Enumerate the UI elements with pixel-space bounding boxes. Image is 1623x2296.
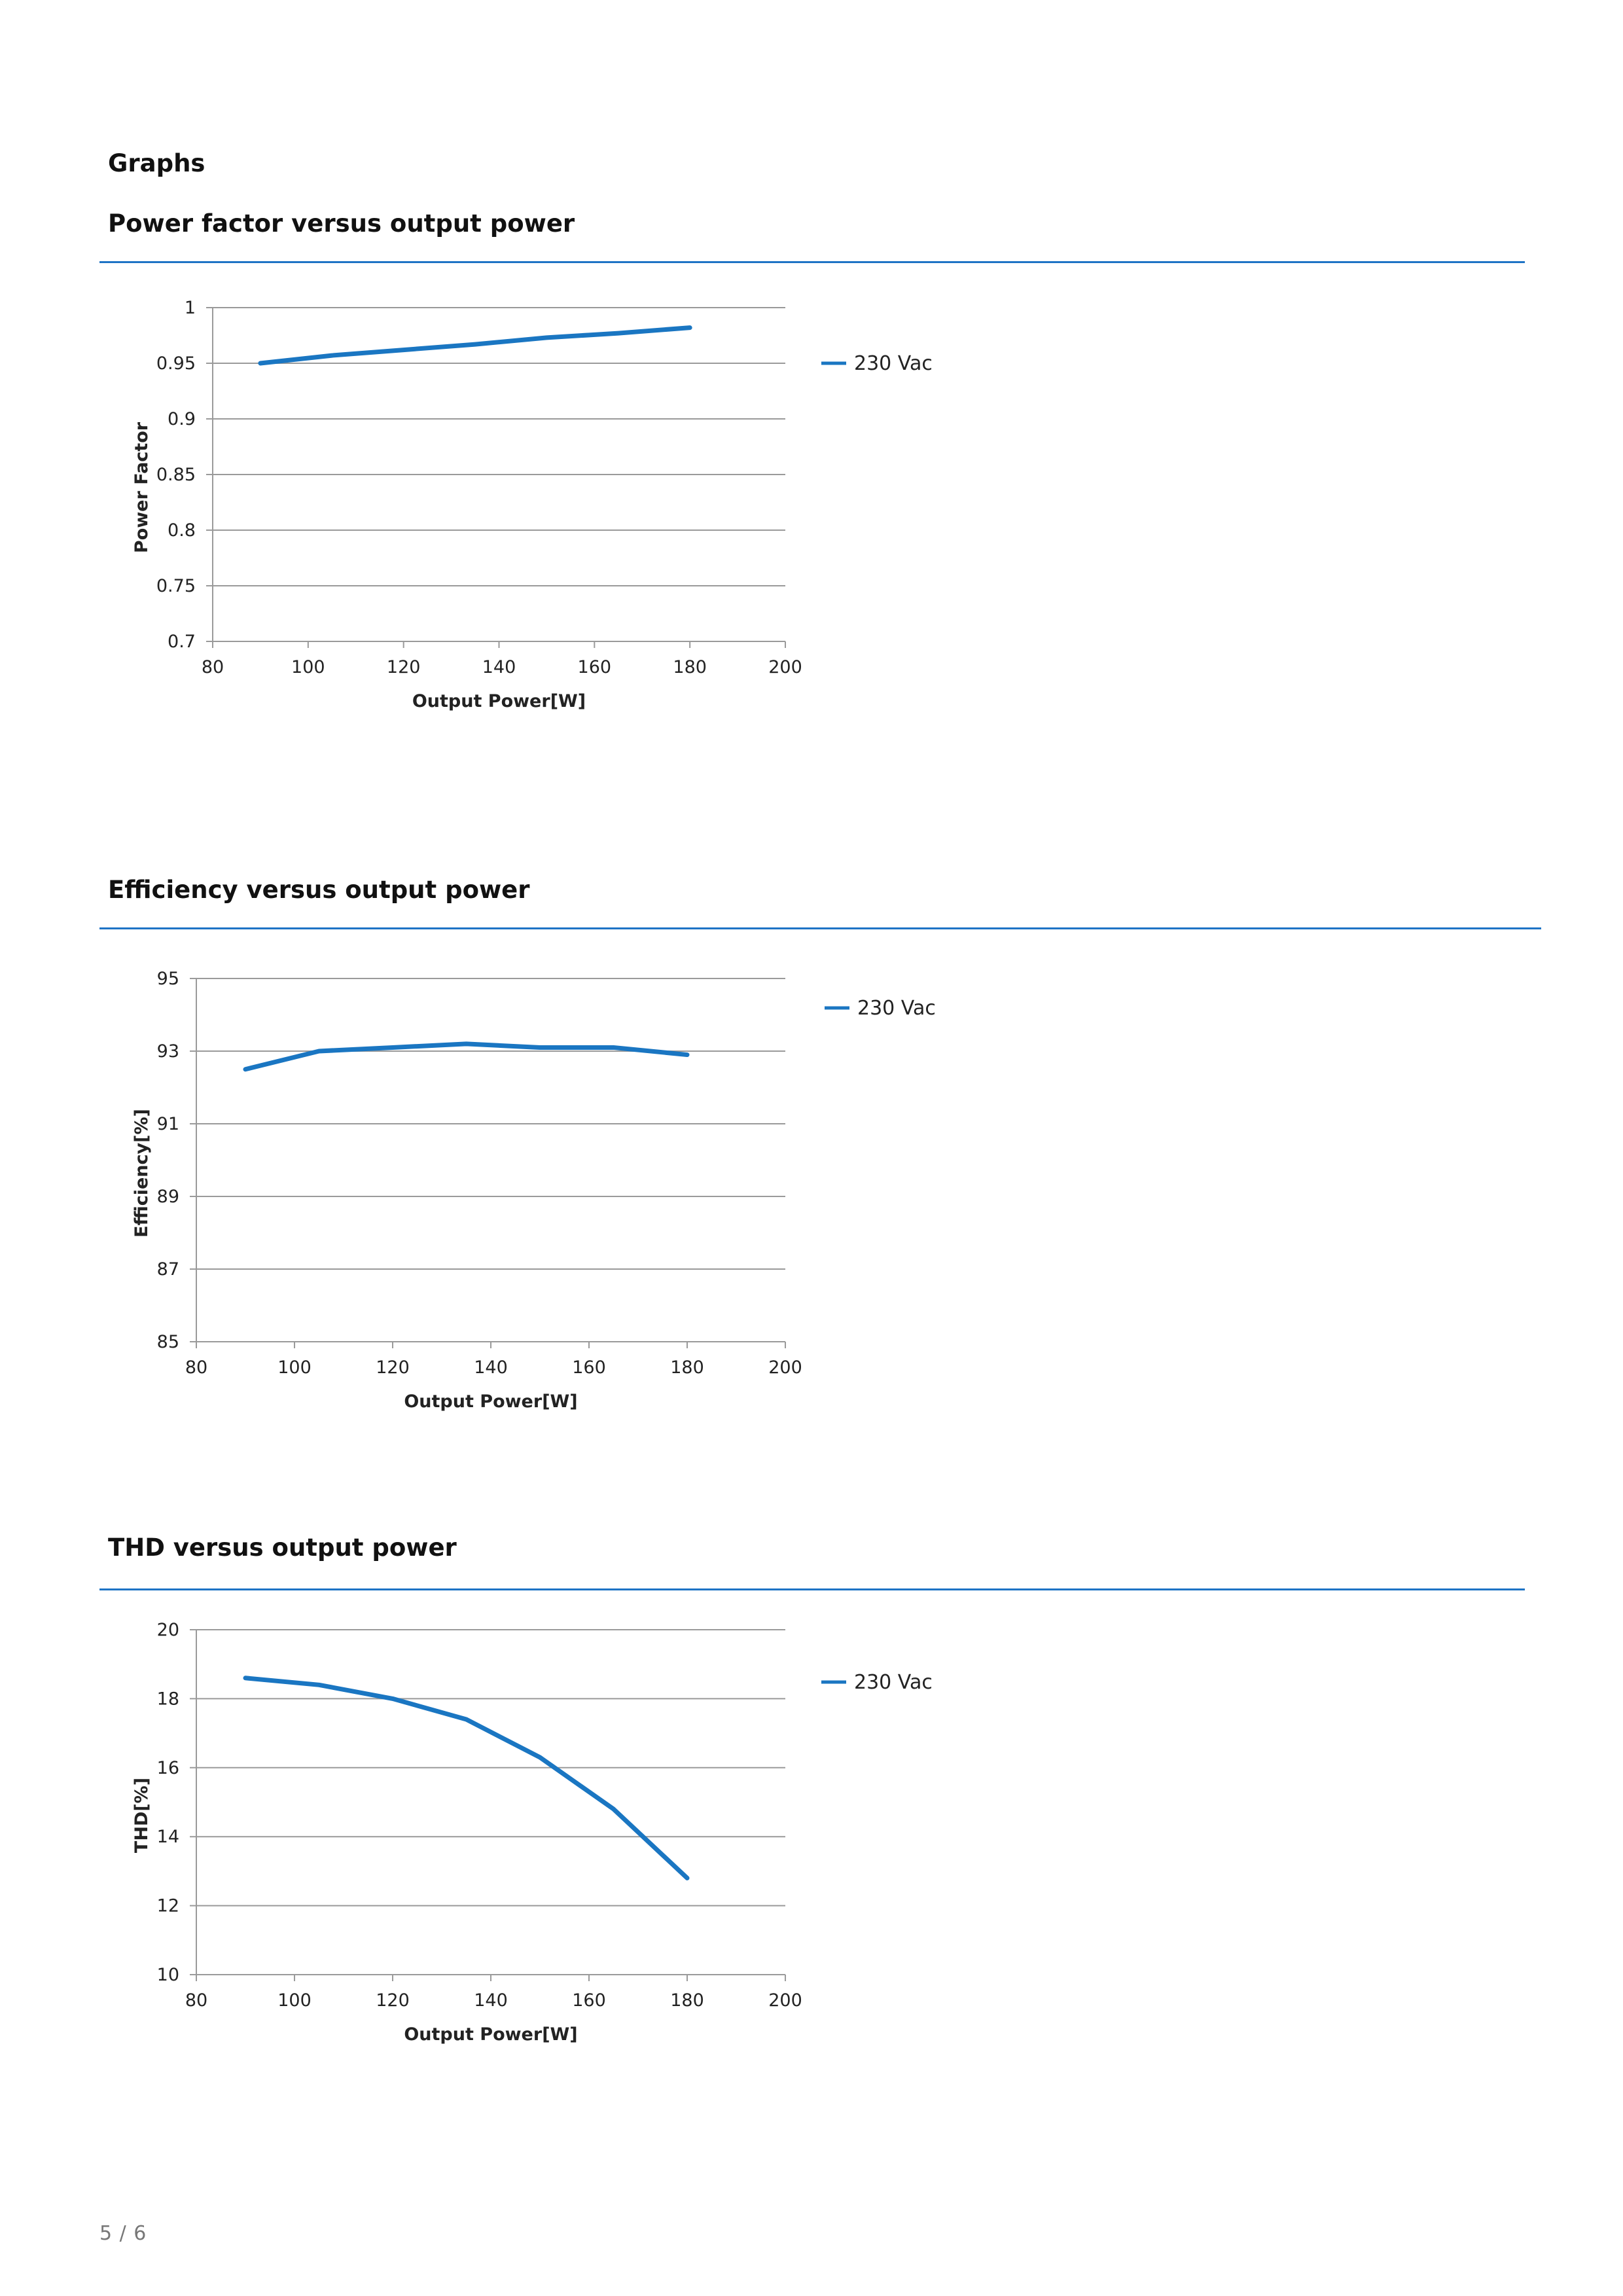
- x-tick-label: 180: [670, 1357, 704, 1378]
- x-axis-title: Output Power[W]: [412, 691, 586, 711]
- section-divider: [99, 1588, 1525, 1590]
- x-tick-label: 200: [768, 1990, 802, 2011]
- y-axis-title: Efficiency[%]: [132, 1109, 152, 1238]
- efficiency-chart-title: Efficiency versus output power: [108, 876, 530, 904]
- y-tick-label: 0.75: [156, 576, 196, 596]
- y-axis-title: THD[%]: [132, 1778, 152, 1853]
- x-tick-label: 100: [291, 657, 325, 677]
- x-axis-title: Output Power[W]: [404, 2024, 577, 2045]
- x-tick-label: 120: [387, 657, 421, 677]
- y-axis-title: Power Factor: [132, 422, 152, 553]
- y-tick-label: 0.95: [156, 353, 196, 374]
- x-tick-label: 200: [768, 1357, 802, 1378]
- series-line: [243, 1676, 690, 1880]
- y-tick-label: 0.9: [168, 409, 196, 429]
- y-tick-label: 87: [157, 1259, 179, 1280]
- y-tick-label: 16: [157, 1758, 179, 1778]
- x-tick-label: 120: [376, 1357, 410, 1378]
- legend-label: 230 Vac: [854, 1671, 933, 1694]
- x-tick-label: 120: [376, 1990, 410, 2011]
- x-tick-label: 180: [673, 657, 707, 677]
- x-tick-label: 200: [768, 657, 802, 677]
- x-tick-label: 180: [670, 1990, 704, 2011]
- y-tick-label: 12: [157, 1896, 179, 1916]
- y-tick-label: 89: [157, 1187, 179, 1207]
- y-tick-label: 14: [157, 1827, 179, 1847]
- x-tick-label: 100: [277, 1357, 312, 1378]
- y-tick-label: 91: [157, 1114, 179, 1134]
- series-line: [258, 325, 692, 366]
- y-tick-label: 85: [157, 1332, 179, 1352]
- x-tick-label: 140: [474, 1357, 508, 1378]
- series-line: [243, 1041, 690, 1072]
- x-tick-label: 80: [202, 657, 224, 677]
- thd-chart-title: THD versus output power: [108, 1534, 457, 1562]
- y-tick-label: 93: [157, 1041, 179, 1062]
- y-tick-label: 0.8: [168, 520, 196, 541]
- efficiency-chart: 85 87 89 91 93 95 80 100 120 140 160 180 200 Output P…: [132, 969, 936, 1412]
- x-tick-label: 100: [277, 1990, 312, 2011]
- legend-label: 230 Vac: [854, 352, 933, 375]
- x-tick-label: 80: [185, 1990, 207, 2011]
- x-axis-title: Output Power[W]: [404, 1391, 577, 1412]
- y-tick-label: 10: [157, 1965, 179, 1985]
- legend-label: 230 Vac: [857, 997, 936, 1020]
- power-factor-chart-title: Power factor versus output power: [108, 209, 575, 238]
- y-tick-label: 1: [185, 298, 196, 318]
- x-tick-label: 140: [482, 657, 516, 677]
- y-tick-label: 95: [157, 969, 179, 989]
- x-tick-label: 80: [185, 1357, 207, 1378]
- x-tick-label: 140: [474, 1990, 508, 2011]
- thd-chart: 10 12 14 16 18 20 80 100 120 140 160 180 200 Output P…: [132, 1620, 933, 2045]
- section-divider: [99, 927, 1541, 929]
- x-tick-label: 160: [572, 1990, 606, 2011]
- x-tick-label: 160: [578, 657, 612, 677]
- section-divider: [99, 261, 1525, 263]
- y-tick-label: 0.85: [156, 465, 196, 485]
- page-number: 5 / 6: [99, 2222, 147, 2245]
- y-tick-label: 18: [157, 1689, 179, 1709]
- y-tick-label: 20: [157, 1620, 179, 1640]
- section-title: Graphs: [108, 149, 205, 177]
- x-tick-label: 160: [572, 1357, 606, 1378]
- y-tick-label: 0.7: [168, 632, 196, 652]
